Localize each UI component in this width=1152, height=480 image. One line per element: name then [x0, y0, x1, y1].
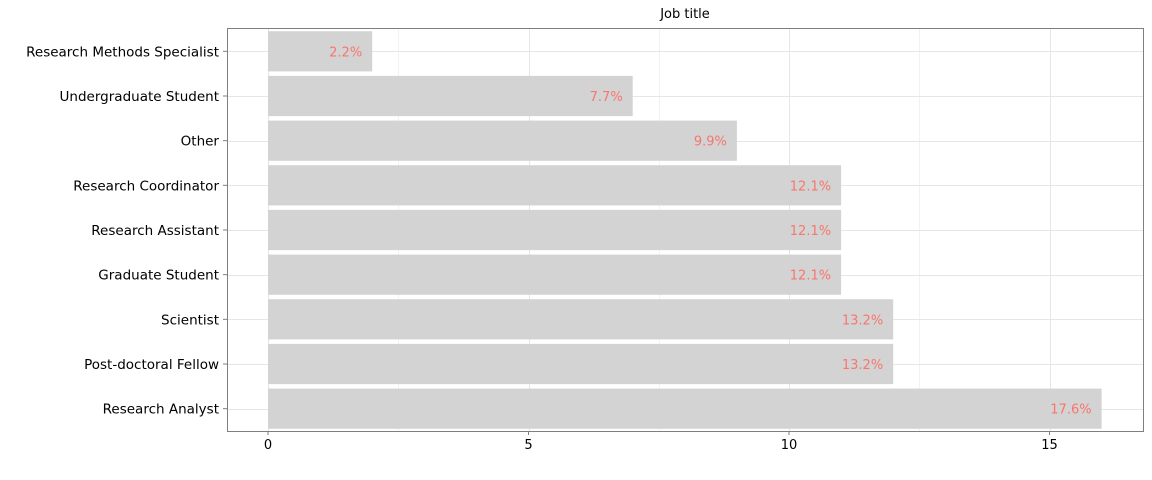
bar-value-label: 12.1% — [790, 179, 831, 194]
bar-value-label: 12.1% — [790, 269, 831, 284]
bar — [268, 299, 894, 340]
bar-value-label: 2.2% — [329, 45, 362, 60]
category-label: Research Coordinator — [73, 178, 219, 194]
x-tick-label: 0 — [264, 438, 272, 453]
category-label: Scientist — [161, 312, 219, 328]
bar — [268, 209, 842, 251]
x-tick-label: 15 — [1041, 438, 1058, 453]
bar — [268, 31, 373, 72]
plot-panel-border — [227, 28, 1144, 432]
chart-title: Job title — [659, 7, 710, 22]
bar-value-label: 17.6% — [1050, 403, 1091, 418]
category-label: Research Methods Specialist — [26, 44, 219, 60]
bar-value-label: 7.7% — [590, 90, 623, 105]
axes: Research Methods Specialist Undergraduate… — [26, 44, 1058, 453]
category-label: Post-doctoral Fellow — [84, 357, 219, 373]
bar — [268, 75, 633, 117]
bar — [268, 388, 1102, 429]
x-tick-label: 10 — [781, 438, 798, 453]
bar-value-label: 12.1% — [790, 224, 831, 239]
category-label: Research Analyst — [103, 402, 219, 418]
bar-value-label: 13.2% — [842, 358, 883, 373]
bar — [268, 120, 737, 161]
bar-value-label: 9.9% — [694, 135, 727, 150]
category-label: Undergraduate Student — [60, 89, 219, 105]
x-tick-label: 5 — [524, 438, 532, 453]
bar — [268, 165, 842, 206]
category-label: Graduate Student — [98, 268, 219, 284]
bar-value-label: 13.2% — [842, 313, 883, 328]
bars: 2.2% 7.7% 9.9% 12.1% 12.1% 12.1% 13.2% 13.2% 17.… — [268, 31, 1102, 429]
bar — [268, 343, 894, 385]
category-label: Research Assistant — [91, 223, 219, 239]
bar — [268, 254, 842, 295]
category-label: Other — [181, 134, 220, 150]
